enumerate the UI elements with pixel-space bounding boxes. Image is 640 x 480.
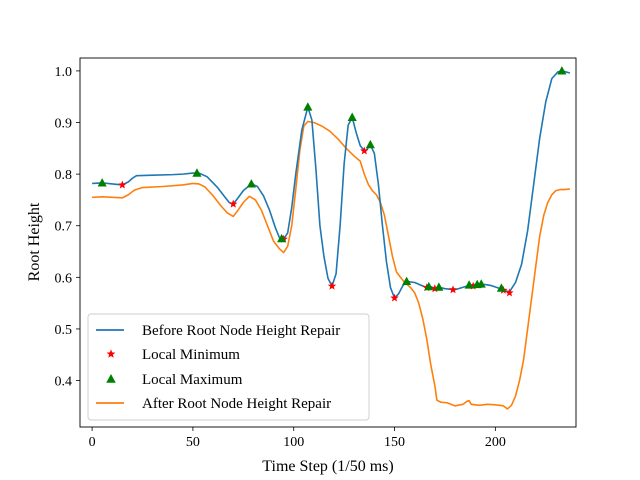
max-marker-7 (402, 276, 412, 286)
legend-label: Before Root Node Height Repair (142, 323, 340, 339)
min-marker-5 (390, 293, 399, 302)
series-line-0 (92, 70, 571, 299)
x-tick-label: 150 (384, 435, 405, 450)
min-marker-11 (505, 288, 514, 297)
min-marker-0 (118, 180, 127, 189)
max-marker-4 (303, 102, 313, 111)
max-marker-8 (424, 281, 434, 291)
x-tick-label: 100 (283, 435, 304, 450)
min-marker-1 (229, 199, 238, 208)
legend-label: After Root Node Height Repair (142, 396, 331, 412)
y-tick-label: 0.7 (55, 220, 73, 235)
y-tick-label: 0.9 (55, 117, 73, 132)
plot-area (92, 66, 571, 410)
y-tick-label: 0.5 (55, 323, 73, 338)
max-marker-6 (365, 139, 375, 149)
x-tick-label: 0 (89, 435, 96, 450)
x-tick-label: 200 (485, 435, 506, 450)
max-marker-1 (192, 168, 202, 177)
x-tick-label: 50 (186, 435, 200, 450)
max-marker-13 (496, 283, 506, 292)
legend-swatch-star (106, 349, 116, 358)
max-marker-3 (277, 233, 287, 243)
min-marker-4 (360, 146, 369, 155)
y-tick-label: 0.6 (55, 271, 73, 286)
max-marker-10 (464, 280, 474, 289)
legend-swatch-triangle (106, 374, 116, 383)
max-marker-14 (557, 66, 567, 75)
max-marker-2 (246, 179, 256, 188)
min-marker-8 (448, 285, 458, 294)
max-marker-5 (347, 112, 357, 121)
legend-label: Local Maximum (142, 372, 243, 388)
y-tick-label: 0.8 (55, 168, 73, 183)
max-marker-0 (97, 178, 107, 187)
min-marker-3 (327, 281, 337, 290)
legend-box (87, 313, 370, 421)
series-line-3 (92, 120, 571, 410)
y-tick-label: 0.4 (55, 375, 73, 390)
axes-frame (79, 57, 577, 428)
max-marker-12 (476, 279, 486, 288)
legend-label: Local Minimum (142, 347, 240, 363)
axis-ticks: 0 50 100 150 200 0.4 0.5 0.6 0.7 0.8 0.9 1.0 (55, 65, 506, 450)
x-axis-label: Time Step (1/50 ms) (262, 458, 393, 475)
max-marker-9 (434, 282, 444, 291)
y-axis-label: Root Height (26, 202, 43, 281)
min-marker-7 (430, 284, 440, 293)
min-marker-9 (468, 281, 478, 290)
legend: Before Root Node Height Repair Local Mini… (87, 313, 370, 421)
y-tick-label: 1.0 (55, 65, 73, 80)
